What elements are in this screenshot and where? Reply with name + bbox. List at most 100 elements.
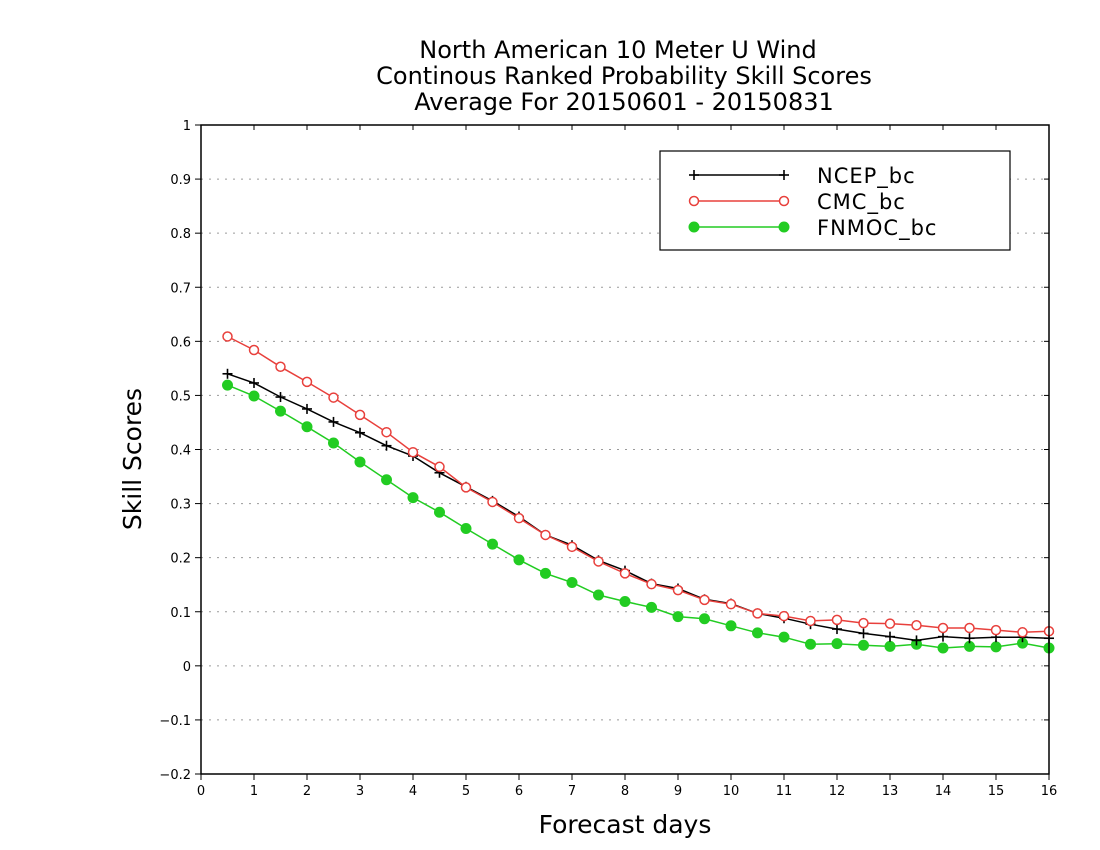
data-point-fnmoc-bc bbox=[646, 601, 657, 613]
data-point-fnmoc-bc bbox=[805, 638, 816, 650]
data-point-fnmoc-bc bbox=[487, 538, 498, 550]
legend-label-cmc-bc: CMC_bc bbox=[817, 190, 906, 215]
data-point-cmc-bc bbox=[301, 376, 313, 388]
chart-title-line-1: North American 10 Meter U Wind bbox=[419, 36, 816, 64]
data-point-cmc-bc bbox=[222, 331, 233, 342]
x-tick-label: 13 bbox=[882, 784, 899, 799]
data-point-cmc-bc bbox=[593, 556, 604, 567]
data-point-cmc-bc bbox=[858, 617, 869, 629]
data-point-ncep-bc bbox=[911, 635, 922, 646]
data-point-fnmoc-bc bbox=[566, 577, 578, 589]
data-point-fnmoc-bc bbox=[407, 492, 419, 504]
plot-series bbox=[222, 331, 1055, 654]
plot-frame bbox=[200, 124, 1050, 775]
y-tick-label: 0.9 bbox=[170, 173, 191, 188]
data-point-cmc-bc bbox=[619, 568, 631, 579]
data-point-fnmoc-bc bbox=[858, 639, 869, 651]
x-tick-label: 16 bbox=[1041, 784, 1058, 799]
x-tick-label: 10 bbox=[723, 784, 740, 799]
x-tick-label: 12 bbox=[829, 784, 846, 799]
data-point-cmc-bc bbox=[566, 541, 578, 553]
x-tick-label: 14 bbox=[935, 784, 952, 799]
legend-marker-cmc-bc bbox=[778, 195, 790, 207]
data-point-ncep-bc bbox=[832, 624, 842, 635]
chart-title-line-2: Continous Ranked Probability Skill Score… bbox=[376, 62, 872, 90]
data-point-cmc-bc bbox=[328, 392, 339, 403]
data-point-ncep-bc bbox=[328, 416, 339, 427]
data-point-fnmoc-bc bbox=[778, 631, 790, 643]
data-point-cmc-bc bbox=[434, 461, 445, 473]
data-point-fnmoc-bc bbox=[301, 421, 313, 433]
data-point-fnmoc-bc bbox=[619, 595, 631, 607]
data-point-cmc-bc bbox=[381, 426, 392, 438]
x-tick-label: 2 bbox=[303, 784, 311, 799]
data-point-cmc-bc bbox=[1017, 627, 1028, 638]
data-point-cmc-bc bbox=[699, 594, 710, 606]
data-point-fnmoc-bc bbox=[222, 379, 233, 391]
data-point-cmc-bc bbox=[831, 614, 843, 626]
x-tick-label: 4 bbox=[409, 784, 417, 799]
data-point-fnmoc-bc bbox=[354, 456, 366, 468]
data-point-fnmoc-bc bbox=[725, 620, 737, 632]
series-line-cmc-bc bbox=[227, 335, 1050, 634]
data-point-fnmoc-bc bbox=[990, 641, 1002, 653]
gridlines bbox=[201, 178, 1049, 721]
y-tick-label: 0.5 bbox=[170, 389, 191, 404]
data-point-fnmoc-bc bbox=[699, 613, 710, 625]
data-point-fnmoc-bc bbox=[434, 506, 445, 518]
y-tick-label: 0.7 bbox=[170, 281, 191, 296]
legend-item-cmc-bc: CMC_bc bbox=[688, 190, 906, 215]
y-tick-label: 0.3 bbox=[170, 498, 191, 513]
data-point-ncep-bc bbox=[222, 368, 233, 379]
y-axis-ticks: −0.2 −0.1 0 0.1 0.2 0.3 0.4 0.5 0.6 0.7 0.8 0.9 1 bbox=[159, 119, 1049, 783]
data-point-cmc-bc bbox=[354, 409, 366, 421]
series-fnmoc-bc bbox=[222, 379, 1055, 654]
x-tick-label: 1 bbox=[250, 784, 258, 799]
y-tick-label: 1 bbox=[183, 119, 191, 134]
y-tick-label: 0.6 bbox=[170, 335, 191, 350]
data-point-cmc-bc bbox=[275, 361, 286, 373]
data-point-cmc-bc bbox=[513, 512, 525, 524]
series-line-fnmoc-bc bbox=[227, 384, 1050, 649]
data-point-ncep-bc bbox=[381, 440, 392, 451]
y-tick-label: −0.2 bbox=[159, 768, 191, 783]
data-point-fnmoc-bc bbox=[513, 554, 525, 566]
data-point-ncep-bc bbox=[302, 403, 312, 414]
data-point-cmc-bc bbox=[540, 529, 551, 541]
data-point-cmc-bc bbox=[460, 482, 472, 493]
data-point-cmc-bc bbox=[672, 584, 684, 596]
y-tick-label: −0.1 bbox=[159, 714, 191, 729]
y-tick-label: 0 bbox=[183, 660, 191, 675]
data-point-cmc-bc bbox=[937, 622, 949, 634]
x-tick-label: 5 bbox=[462, 784, 470, 799]
data-point-fnmoc-bc bbox=[328, 437, 339, 449]
data-point-cmc-bc bbox=[487, 496, 498, 508]
y-axis-label: Skill Scores bbox=[118, 388, 147, 530]
legend-label-fnmoc-bc: FNMOC_bc bbox=[817, 216, 937, 241]
data-point-cmc-bc bbox=[752, 608, 763, 619]
data-point-cmc-bc bbox=[990, 624, 1002, 636]
data-point-cmc-bc bbox=[646, 578, 657, 590]
data-point-ncep-bc bbox=[275, 392, 286, 403]
data-point-cmc-bc bbox=[248, 344, 260, 356]
x-tick-label: 11 bbox=[776, 784, 793, 799]
data-point-cmc-bc bbox=[407, 446, 419, 458]
x-tick-label: 8 bbox=[621, 784, 629, 799]
x-tick-label: 6 bbox=[515, 784, 523, 799]
data-point-fnmoc-bc bbox=[593, 589, 604, 601]
x-axis-label: Forecast days bbox=[539, 810, 712, 839]
data-point-fnmoc-bc bbox=[937, 642, 949, 654]
data-point-fnmoc-bc bbox=[275, 405, 286, 417]
legend-label-ncep-bc: NCEP_bc bbox=[817, 164, 916, 189]
legend-marker-ncep-bc bbox=[689, 170, 699, 180]
data-point-ncep-bc bbox=[858, 628, 869, 639]
x-tick-label: 9 bbox=[674, 784, 682, 799]
series-cmc-bc bbox=[222, 331, 1055, 638]
x-tick-label: 0 bbox=[197, 784, 205, 799]
data-point-fnmoc-bc bbox=[248, 390, 260, 402]
data-point-cmc-bc bbox=[884, 618, 896, 629]
series-line-ncep-bc bbox=[227, 373, 1050, 642]
data-point-cmc-bc bbox=[964, 622, 975, 634]
y-tick-label: 0.1 bbox=[170, 606, 191, 621]
